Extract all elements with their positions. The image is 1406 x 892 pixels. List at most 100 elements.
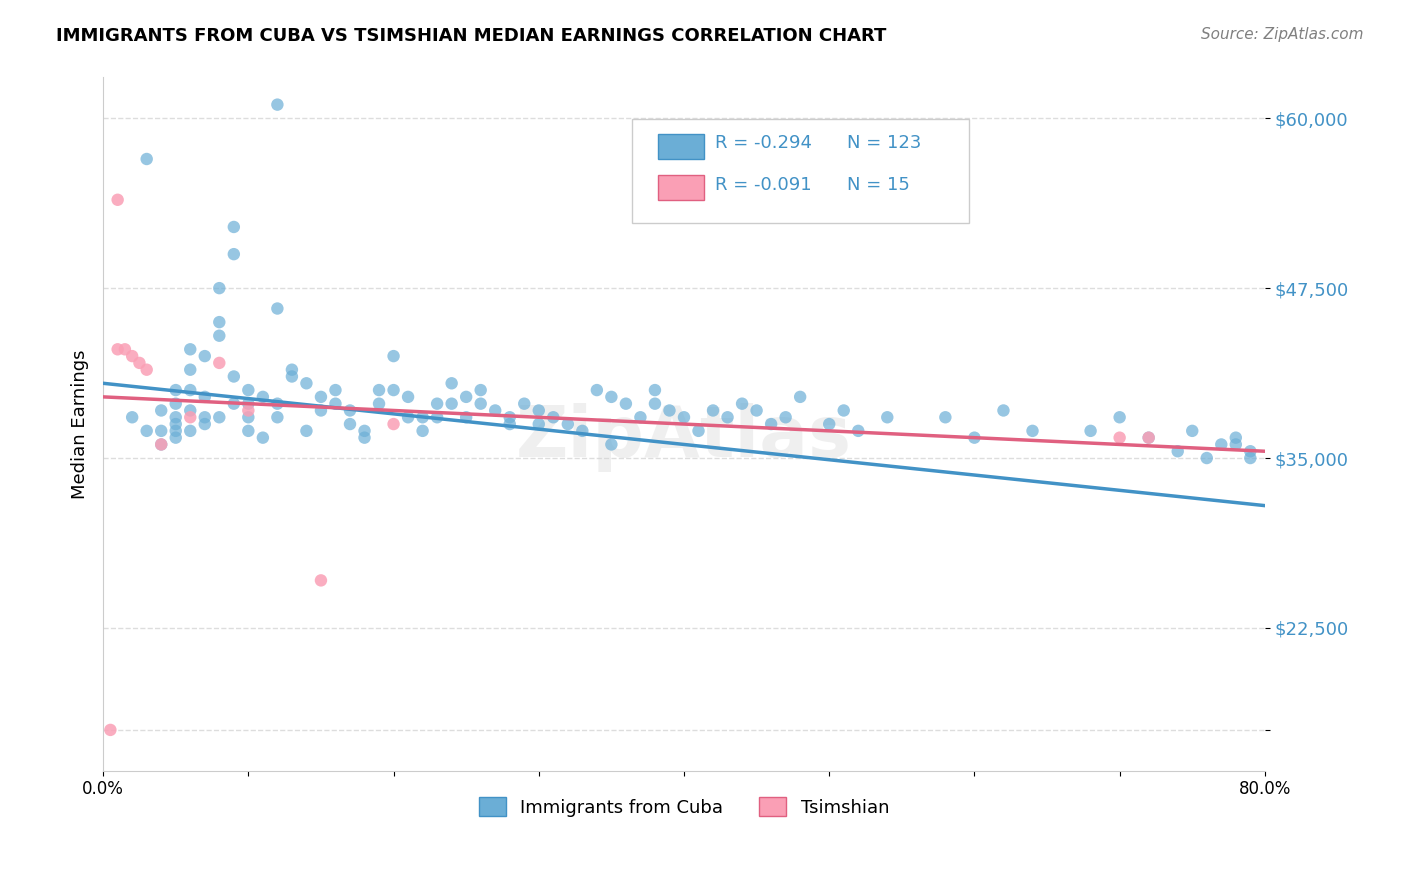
Point — [716, 410, 738, 425]
Point — [818, 417, 841, 431]
Point — [208, 328, 231, 343]
Point — [128, 356, 150, 370]
Point — [658, 403, 681, 417]
Text: R = -0.294: R = -0.294 — [716, 135, 813, 153]
Point — [281, 362, 304, 376]
Point — [440, 376, 463, 391]
Point — [426, 397, 449, 411]
Point — [179, 403, 201, 417]
Point — [150, 424, 173, 438]
Point — [107, 193, 129, 207]
Point — [339, 403, 361, 417]
Point — [135, 424, 157, 438]
Point — [745, 403, 768, 417]
Point — [382, 383, 405, 397]
Point — [353, 431, 375, 445]
Point — [557, 417, 579, 431]
Point — [165, 410, 187, 425]
Point — [905, 206, 928, 220]
Point — [1108, 410, 1130, 425]
Point — [513, 397, 536, 411]
Point — [194, 417, 217, 431]
FancyBboxPatch shape — [658, 175, 704, 200]
Point — [396, 390, 419, 404]
Point — [426, 410, 449, 425]
Legend: Immigrants from Cuba, Tsimshian: Immigrants from Cuba, Tsimshian — [471, 790, 897, 824]
Point — [238, 397, 260, 411]
Point — [135, 152, 157, 166]
Point — [456, 390, 478, 404]
Point — [107, 343, 129, 357]
Point — [165, 417, 187, 431]
Point — [179, 343, 201, 357]
Point — [150, 403, 173, 417]
Point — [527, 417, 550, 431]
FancyBboxPatch shape — [658, 134, 704, 159]
Point — [1080, 424, 1102, 438]
Point — [266, 97, 288, 112]
Point — [208, 410, 231, 425]
Point — [252, 390, 274, 404]
Point — [644, 397, 666, 411]
Point — [309, 403, 332, 417]
Point — [150, 437, 173, 451]
Point — [614, 397, 637, 411]
Point — [1108, 431, 1130, 445]
Point — [382, 417, 405, 431]
Point — [339, 417, 361, 431]
Point — [368, 397, 391, 411]
Point — [309, 574, 332, 588]
Point — [368, 383, 391, 397]
Point — [238, 383, 260, 397]
Text: ZipAtlas: ZipAtlas — [516, 403, 852, 473]
Point — [688, 424, 710, 438]
Point — [1195, 451, 1218, 466]
Point — [527, 403, 550, 417]
Point — [470, 383, 492, 397]
Point — [165, 397, 187, 411]
Point — [934, 410, 956, 425]
Point — [295, 376, 318, 391]
Y-axis label: Median Earnings: Median Earnings — [72, 350, 89, 499]
Point — [208, 356, 231, 370]
Point — [238, 424, 260, 438]
Point — [238, 403, 260, 417]
Point — [325, 397, 347, 411]
FancyBboxPatch shape — [631, 119, 969, 223]
Point — [150, 437, 173, 451]
Point — [759, 417, 782, 431]
Point — [179, 424, 201, 438]
Point — [484, 403, 506, 417]
Point — [1137, 431, 1160, 445]
Point — [702, 403, 724, 417]
Point — [456, 410, 478, 425]
Point — [1021, 424, 1043, 438]
Point — [499, 417, 522, 431]
Point — [208, 281, 231, 295]
Text: N = 123: N = 123 — [846, 135, 921, 153]
Text: R = -0.091: R = -0.091 — [716, 176, 813, 194]
Point — [179, 383, 201, 397]
Point — [353, 424, 375, 438]
Point — [600, 437, 623, 451]
Point — [135, 362, 157, 376]
Point — [789, 390, 811, 404]
Point — [628, 410, 651, 425]
Point — [412, 424, 434, 438]
Point — [208, 315, 231, 329]
Point — [121, 349, 143, 363]
Point — [832, 403, 855, 417]
Point — [993, 403, 1015, 417]
Point — [1239, 444, 1261, 458]
Point — [165, 431, 187, 445]
Point — [325, 383, 347, 397]
Point — [1239, 451, 1261, 466]
Point — [470, 397, 492, 411]
Point — [222, 369, 245, 384]
Point — [194, 410, 217, 425]
Point — [194, 349, 217, 363]
Point — [252, 431, 274, 445]
Point — [179, 362, 201, 376]
Point — [266, 410, 288, 425]
Point — [121, 410, 143, 425]
